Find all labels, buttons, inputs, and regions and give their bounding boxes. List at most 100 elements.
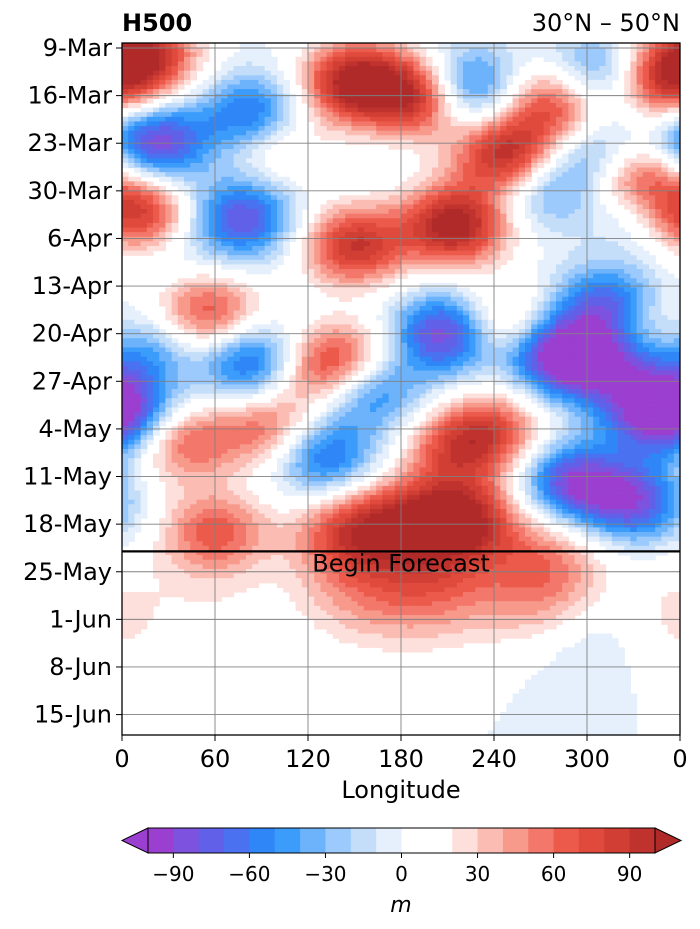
heatmap-cell xyxy=(574,162,582,169)
heatmap-cell xyxy=(450,305,458,312)
heatmap-cell xyxy=(239,107,247,113)
heatmap-cell xyxy=(202,241,210,247)
heatmap-cell xyxy=(382,264,390,270)
heatmap-cell xyxy=(401,310,408,316)
heatmap-cell xyxy=(494,79,501,86)
heatmap-cell xyxy=(264,66,272,72)
heatmap-cell xyxy=(475,121,483,127)
heatmap-cell xyxy=(655,126,662,132)
heatmap-cell xyxy=(339,107,346,113)
heatmap-cell xyxy=(239,112,247,118)
heatmap-cell xyxy=(376,315,383,321)
heatmap-cell xyxy=(574,329,582,335)
heatmap-cell xyxy=(574,264,582,270)
heatmap-cell xyxy=(351,199,359,206)
heatmap-cell xyxy=(512,139,520,146)
heatmap-cell xyxy=(202,121,210,127)
heatmap-cell xyxy=(146,190,154,196)
heatmap-cell xyxy=(593,218,600,224)
heatmap-cell xyxy=(593,176,600,182)
heatmap-cell xyxy=(171,70,179,76)
heatmap-cell xyxy=(432,282,439,289)
heatmap-cell xyxy=(171,347,179,353)
heatmap-cell xyxy=(270,93,278,99)
heatmap-cell xyxy=(543,149,551,155)
heatmap-cell xyxy=(580,195,588,201)
heatmap-cell xyxy=(146,347,154,353)
heatmap-cell xyxy=(140,158,148,164)
heatmap-cell xyxy=(549,209,557,215)
heatmap-cell xyxy=(456,319,464,326)
heatmap-cell xyxy=(475,93,483,99)
heatmap-cell xyxy=(153,245,160,252)
heatmap-cell xyxy=(122,305,129,312)
heatmap-cell xyxy=(432,324,439,330)
heatmap-cell xyxy=(667,98,675,104)
heatmap-cell xyxy=(531,153,538,159)
heatmap-cell xyxy=(258,84,266,90)
heatmap-cell xyxy=(655,213,662,219)
heatmap-cell xyxy=(556,222,563,229)
heatmap-cell xyxy=(500,213,507,219)
heatmap-cell xyxy=(388,130,396,136)
heatmap-cell xyxy=(332,259,340,266)
heatmap-cell xyxy=(277,135,284,141)
heatmap-cell xyxy=(388,79,396,86)
heatmap-cell xyxy=(432,241,439,247)
heatmap-cell xyxy=(611,269,619,275)
heatmap-cell xyxy=(543,342,551,349)
heatmap-cell xyxy=(444,195,452,201)
heatmap-cell xyxy=(339,236,346,242)
heatmap-cell xyxy=(258,126,266,132)
heatmap-cell xyxy=(140,66,148,72)
heatmap-cell xyxy=(649,84,656,90)
heatmap-cell xyxy=(332,43,340,49)
heatmap-cell xyxy=(649,333,656,339)
heatmap-cell xyxy=(171,149,179,155)
heatmap-cell xyxy=(481,315,489,321)
heatmap-cell xyxy=(208,107,216,113)
heatmap-cell xyxy=(134,167,142,173)
heatmap-cell xyxy=(618,301,625,307)
heatmap-cell xyxy=(308,329,315,335)
heatmap-cell xyxy=(673,342,680,349)
heatmap-cell xyxy=(370,135,377,141)
heatmap-cell xyxy=(270,255,278,261)
heatmap-cell xyxy=(363,107,371,113)
heatmap-cell xyxy=(239,250,247,256)
heatmap-cell xyxy=(500,356,507,362)
heatmap-cell xyxy=(351,218,359,224)
heatmap-cell xyxy=(487,333,495,339)
heatmap-cell xyxy=(494,338,501,344)
heatmap-cell xyxy=(500,112,507,118)
heatmap-cell xyxy=(636,89,644,95)
heatmap-cell xyxy=(153,52,160,58)
heatmap-cell xyxy=(605,126,613,132)
heatmap-cell xyxy=(326,250,334,256)
heatmap-cell xyxy=(258,130,266,136)
heatmap-cell xyxy=(394,347,402,353)
heatmap-cell xyxy=(159,66,166,72)
heatmap-cell xyxy=(159,209,166,215)
heatmap-cell xyxy=(239,116,247,123)
heatmap-cell xyxy=(475,139,483,146)
heatmap-cell xyxy=(636,338,644,344)
heatmap-cell xyxy=(264,75,272,81)
heatmap-cell xyxy=(531,195,538,201)
heatmap-cell xyxy=(475,333,483,339)
heatmap-cell xyxy=(624,204,631,210)
heatmap-cell xyxy=(239,66,247,72)
heatmap-cell xyxy=(413,102,421,109)
heatmap-cell xyxy=(153,236,160,242)
heatmap-cell xyxy=(574,181,582,187)
heatmap-cell xyxy=(463,301,470,307)
heatmap-cell xyxy=(320,89,328,95)
heatmap-cell xyxy=(208,199,216,206)
heatmap-cell xyxy=(332,70,340,76)
heatmap-cell xyxy=(320,66,328,72)
heatmap-cell xyxy=(301,195,309,201)
heatmap-cell xyxy=(537,126,545,132)
heatmap-cell xyxy=(233,287,241,293)
heatmap-cell xyxy=(587,66,594,72)
heatmap-cell xyxy=(394,121,402,127)
